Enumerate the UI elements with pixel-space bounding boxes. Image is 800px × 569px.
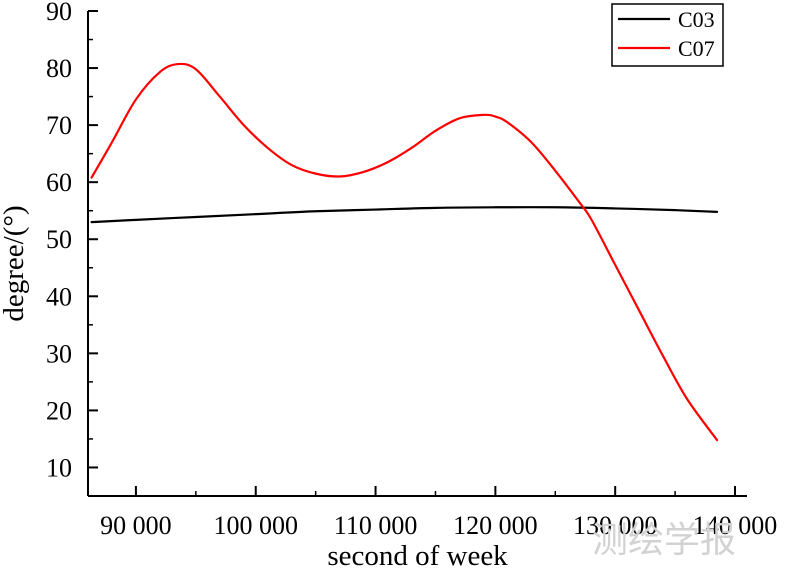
plot-lines (90, 62, 719, 442)
legend-box (611, 3, 724, 67)
x-tick-label: 130 000 (573, 511, 658, 540)
legend-label-c07: C07 (678, 36, 715, 61)
y-tick-label: 60 (46, 168, 72, 197)
ticks (88, 10, 737, 497)
x-tick-label: 140 000 (693, 511, 778, 540)
x-axis-title: second of week (327, 540, 508, 569)
tick-labels: 10 20 30 40 50 60 70 80 90 90 000 100 000 110 000 12… (46, 0, 777, 540)
x-tick-label: 90 000 (100, 511, 172, 540)
y-tick-label: 90 (46, 0, 72, 26)
y-tick-label: 40 (46, 282, 72, 311)
axes (87, 11, 747, 497)
x-tick-label: 100 000 (213, 511, 298, 540)
y-axis-title: degree/(°) (0, 205, 30, 321)
legend-label-c03: C03 (678, 7, 715, 32)
x-tick-label: 110 000 (334, 511, 418, 540)
y-tick-label: 30 (46, 339, 72, 368)
x-tick-label: 120 000 (453, 511, 538, 540)
y-tick-label: 80 (46, 54, 72, 83)
series-line-c07 (90, 62, 719, 442)
y-tick-label: 10 (46, 453, 72, 482)
watermark: 测绘学报 (592, 520, 736, 561)
series-line-c03 (90, 206, 719, 224)
y-tick-label: 50 (46, 225, 72, 254)
y-tick-label: 70 (46, 111, 72, 140)
y-tick-label: 20 (46, 396, 72, 425)
